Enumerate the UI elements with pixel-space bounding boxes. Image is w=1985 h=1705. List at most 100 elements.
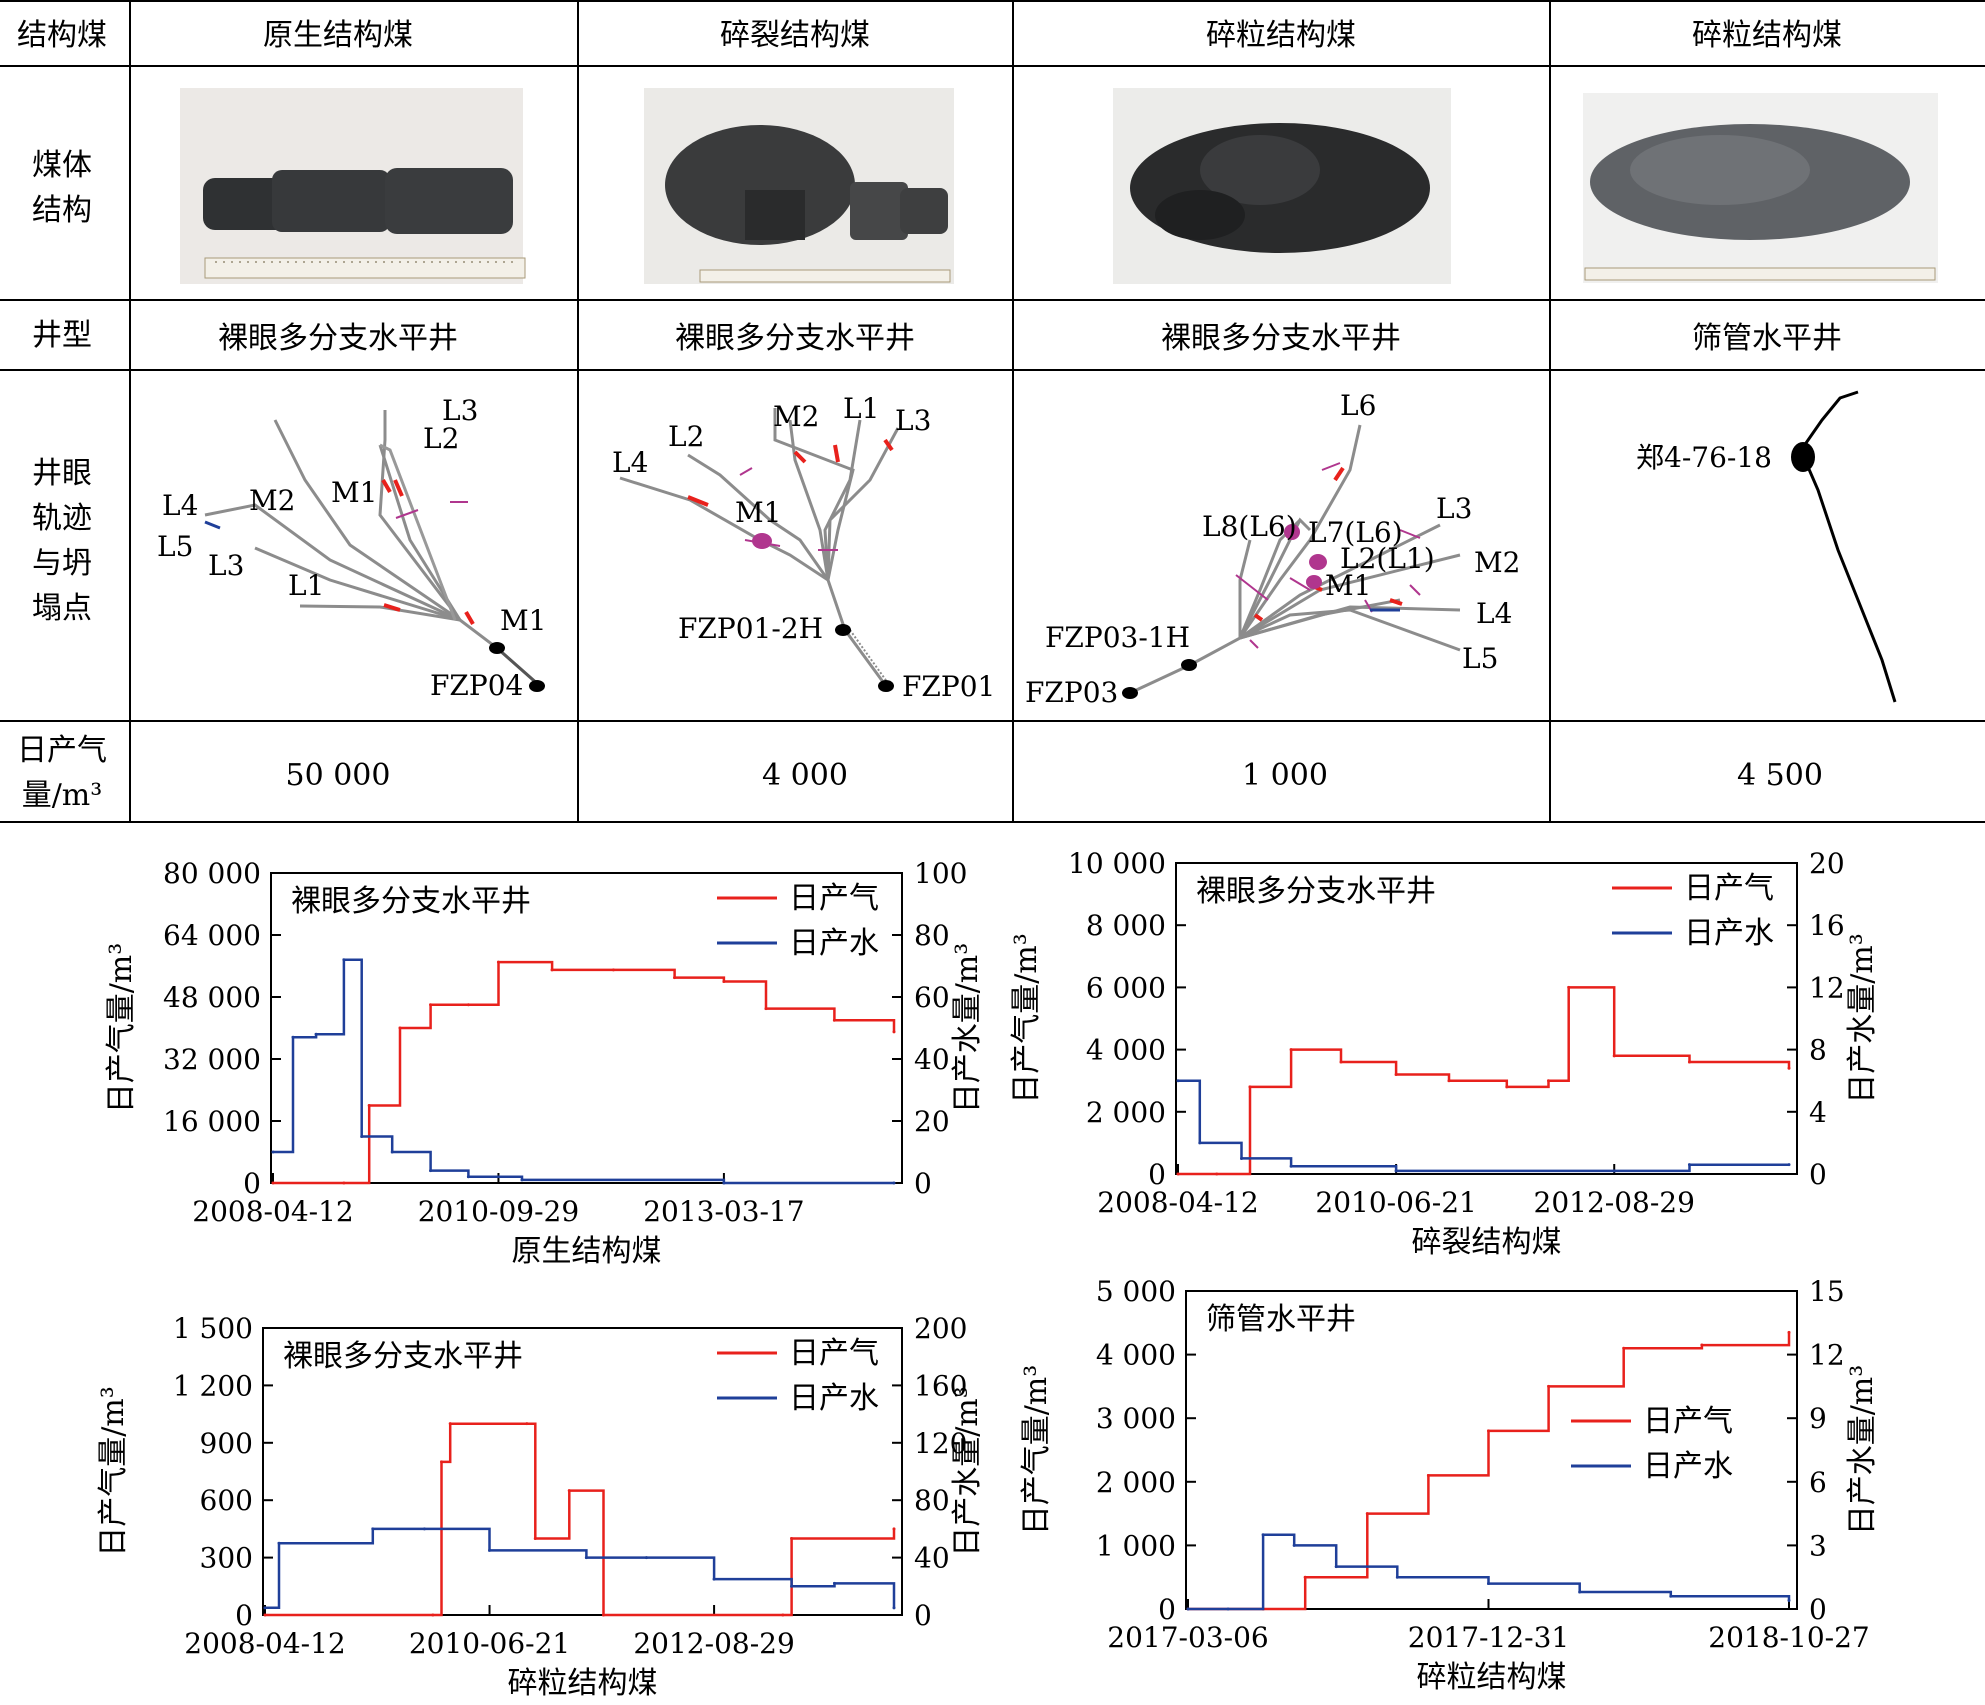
trajectory-3-labels: L6 L3 L8(L6) L7(L6) L2(L1) M2 M1 L4 L5 F… [1025,389,1520,709]
coal-photo-1 [180,88,526,284]
well-head-fzp01 [878,680,894,692]
data-point [1334,1565,1338,1569]
svg-text:L3: L3 [442,394,478,427]
x-tick-label: 2012-08-29 [633,1627,794,1660]
chart-2: 0 2 000 4 000 6 000 8 000 10 000 0 4 8 12 16 20 2008… [1009,847,1880,1260]
data-point [1787,1330,1791,1334]
trajectory-1-blue-mark [204,520,221,530]
well-head-fzp03-1h [1181,659,1197,671]
data-point [1787,1599,1791,1603]
data-point [422,1527,426,1531]
y2-tick-label: 40 [914,1542,950,1575]
data-point [1186,1607,1190,1611]
coal-photo-4 [1583,93,1938,283]
data-point [466,1175,470,1179]
data-point [342,958,346,962]
data-point [429,1169,433,1173]
y2-tick-label: 4 [1809,1096,1827,1129]
y-tick-label: 4 000 [1086,1034,1166,1067]
coal-photo-3 [1113,88,1451,284]
x-tick-label: 2017-03-06 [1107,1621,1268,1654]
trajectory-1-labels: L3 L2 M1 M2 L4 L5 L3 L1 M1 FZP04 [157,394,546,702]
chart-title: 裸眼多分支水平井 [291,884,531,919]
data-point [1505,1085,1509,1089]
data-point [1215,1172,1219,1176]
legend-label: 日产气 [1643,1404,1733,1439]
table-grid [0,0,1985,823]
y-tick-label: 900 [200,1427,253,1460]
data-point [790,1584,794,1588]
trajectory-1-main [496,646,541,688]
data-point [1426,1473,1430,1477]
y-axis-label: 日产气量/m³ [96,1386,131,1557]
data-point [1622,1346,1626,1350]
data-point [314,1032,318,1036]
data-point [892,1527,896,1531]
svg-text:M1: M1 [735,496,781,529]
well-head-zheng [1791,442,1815,472]
data-point [1394,1072,1398,1076]
data-point [1394,1169,1398,1173]
data-point [611,968,615,972]
chart-title: 筛管水平井 [1206,1302,1356,1337]
svg-text:M2: M2 [1474,546,1520,579]
data-point [1289,1048,1293,1052]
well-type-1: 裸眼多分支水平井 [218,321,458,356]
y-tick-label: 4 000 [1096,1339,1176,1372]
trajectory-diagram-4 [1803,390,1897,703]
x-axis-label: 碎粒结构煤 [1417,1660,1567,1695]
x-tick-label: 2010-09-29 [418,1195,579,1228]
well-head-m1 [489,642,505,654]
svg-text:FZP04: FZP04 [430,669,523,702]
collapse-point-l8 [1284,524,1300,540]
data-point [892,1030,896,1034]
well-head-fzp03 [1122,687,1138,699]
y-tick-label: 3 000 [1096,1402,1176,1435]
x-tick-label: 2008-04-12 [184,1627,345,1660]
data-point [601,1613,605,1617]
x-axis-label: 碎粒结构煤 [508,1666,658,1701]
data-point [1289,1164,1293,1168]
legend-label: 日产水 [1684,916,1774,951]
trajectory-2-tail [844,629,891,687]
svg-text:M1: M1 [1325,569,1371,602]
data-point [440,1460,444,1464]
y-tick-label: 1 200 [173,1369,253,1402]
data-point [1176,1079,1180,1083]
well-type-3: 裸眼多分支水平井 [1161,321,1401,356]
daily-gas-4: 4 500 [1737,758,1823,793]
data-point [429,1003,433,1007]
data-point [1487,1429,1490,1433]
svg-text:L7(L6): L7(L6) [1308,516,1403,549]
y-tick-label: 2 000 [1086,1096,1166,1129]
x-tick-label: 2013-03-17 [643,1195,804,1228]
legend-label: 日产水 [789,926,879,961]
svg-text:L1: L1 [843,392,879,425]
y-axis-label: 日产气量/m³ [104,943,139,1114]
svg-text:L1: L1 [288,569,324,602]
data-point [832,1018,836,1022]
y2-tick-label: 8 [1809,1034,1827,1067]
x-tick-label: 2010-06-21 [1315,1186,1476,1219]
svg-text:FZP01: FZP01 [902,670,995,703]
chart-3: 0 300 600 900 1 200 1 500 0 40 80 120 160 200 2008-0… [96,1312,985,1701]
x-tick-label: 2008-04-12 [1097,1186,1258,1219]
series-line-gas [1188,1332,1791,1611]
svg-text:L2: L2 [423,422,459,455]
y2-axis-label: 日产水量/m³ [1845,933,1880,1104]
legend-label: 日产气 [1684,871,1774,906]
data-point [1787,1066,1791,1070]
svg-text:L6: L6 [1340,389,1376,422]
y2-tick-label: 6 [1809,1466,1827,1499]
data-point [271,1181,275,1185]
y2-tick-label: 160 [914,1369,967,1402]
series-line-water [273,958,894,1185]
header-col-4: 碎粒结构煤 [1692,18,1842,53]
data-point [722,980,726,983]
data-point [533,1536,537,1540]
well-head-fzp01-2h [835,624,851,636]
chart-4: 0 1 000 2 000 3 000 4 000 5 000 0 3 6 9 12 15 2017-0… [1019,1275,1880,1695]
y2-tick-label: 120 [914,1427,967,1460]
y-tick-label: 600 [200,1484,253,1517]
svg-text:FZP03-1H: FZP03-1H [1045,621,1190,654]
